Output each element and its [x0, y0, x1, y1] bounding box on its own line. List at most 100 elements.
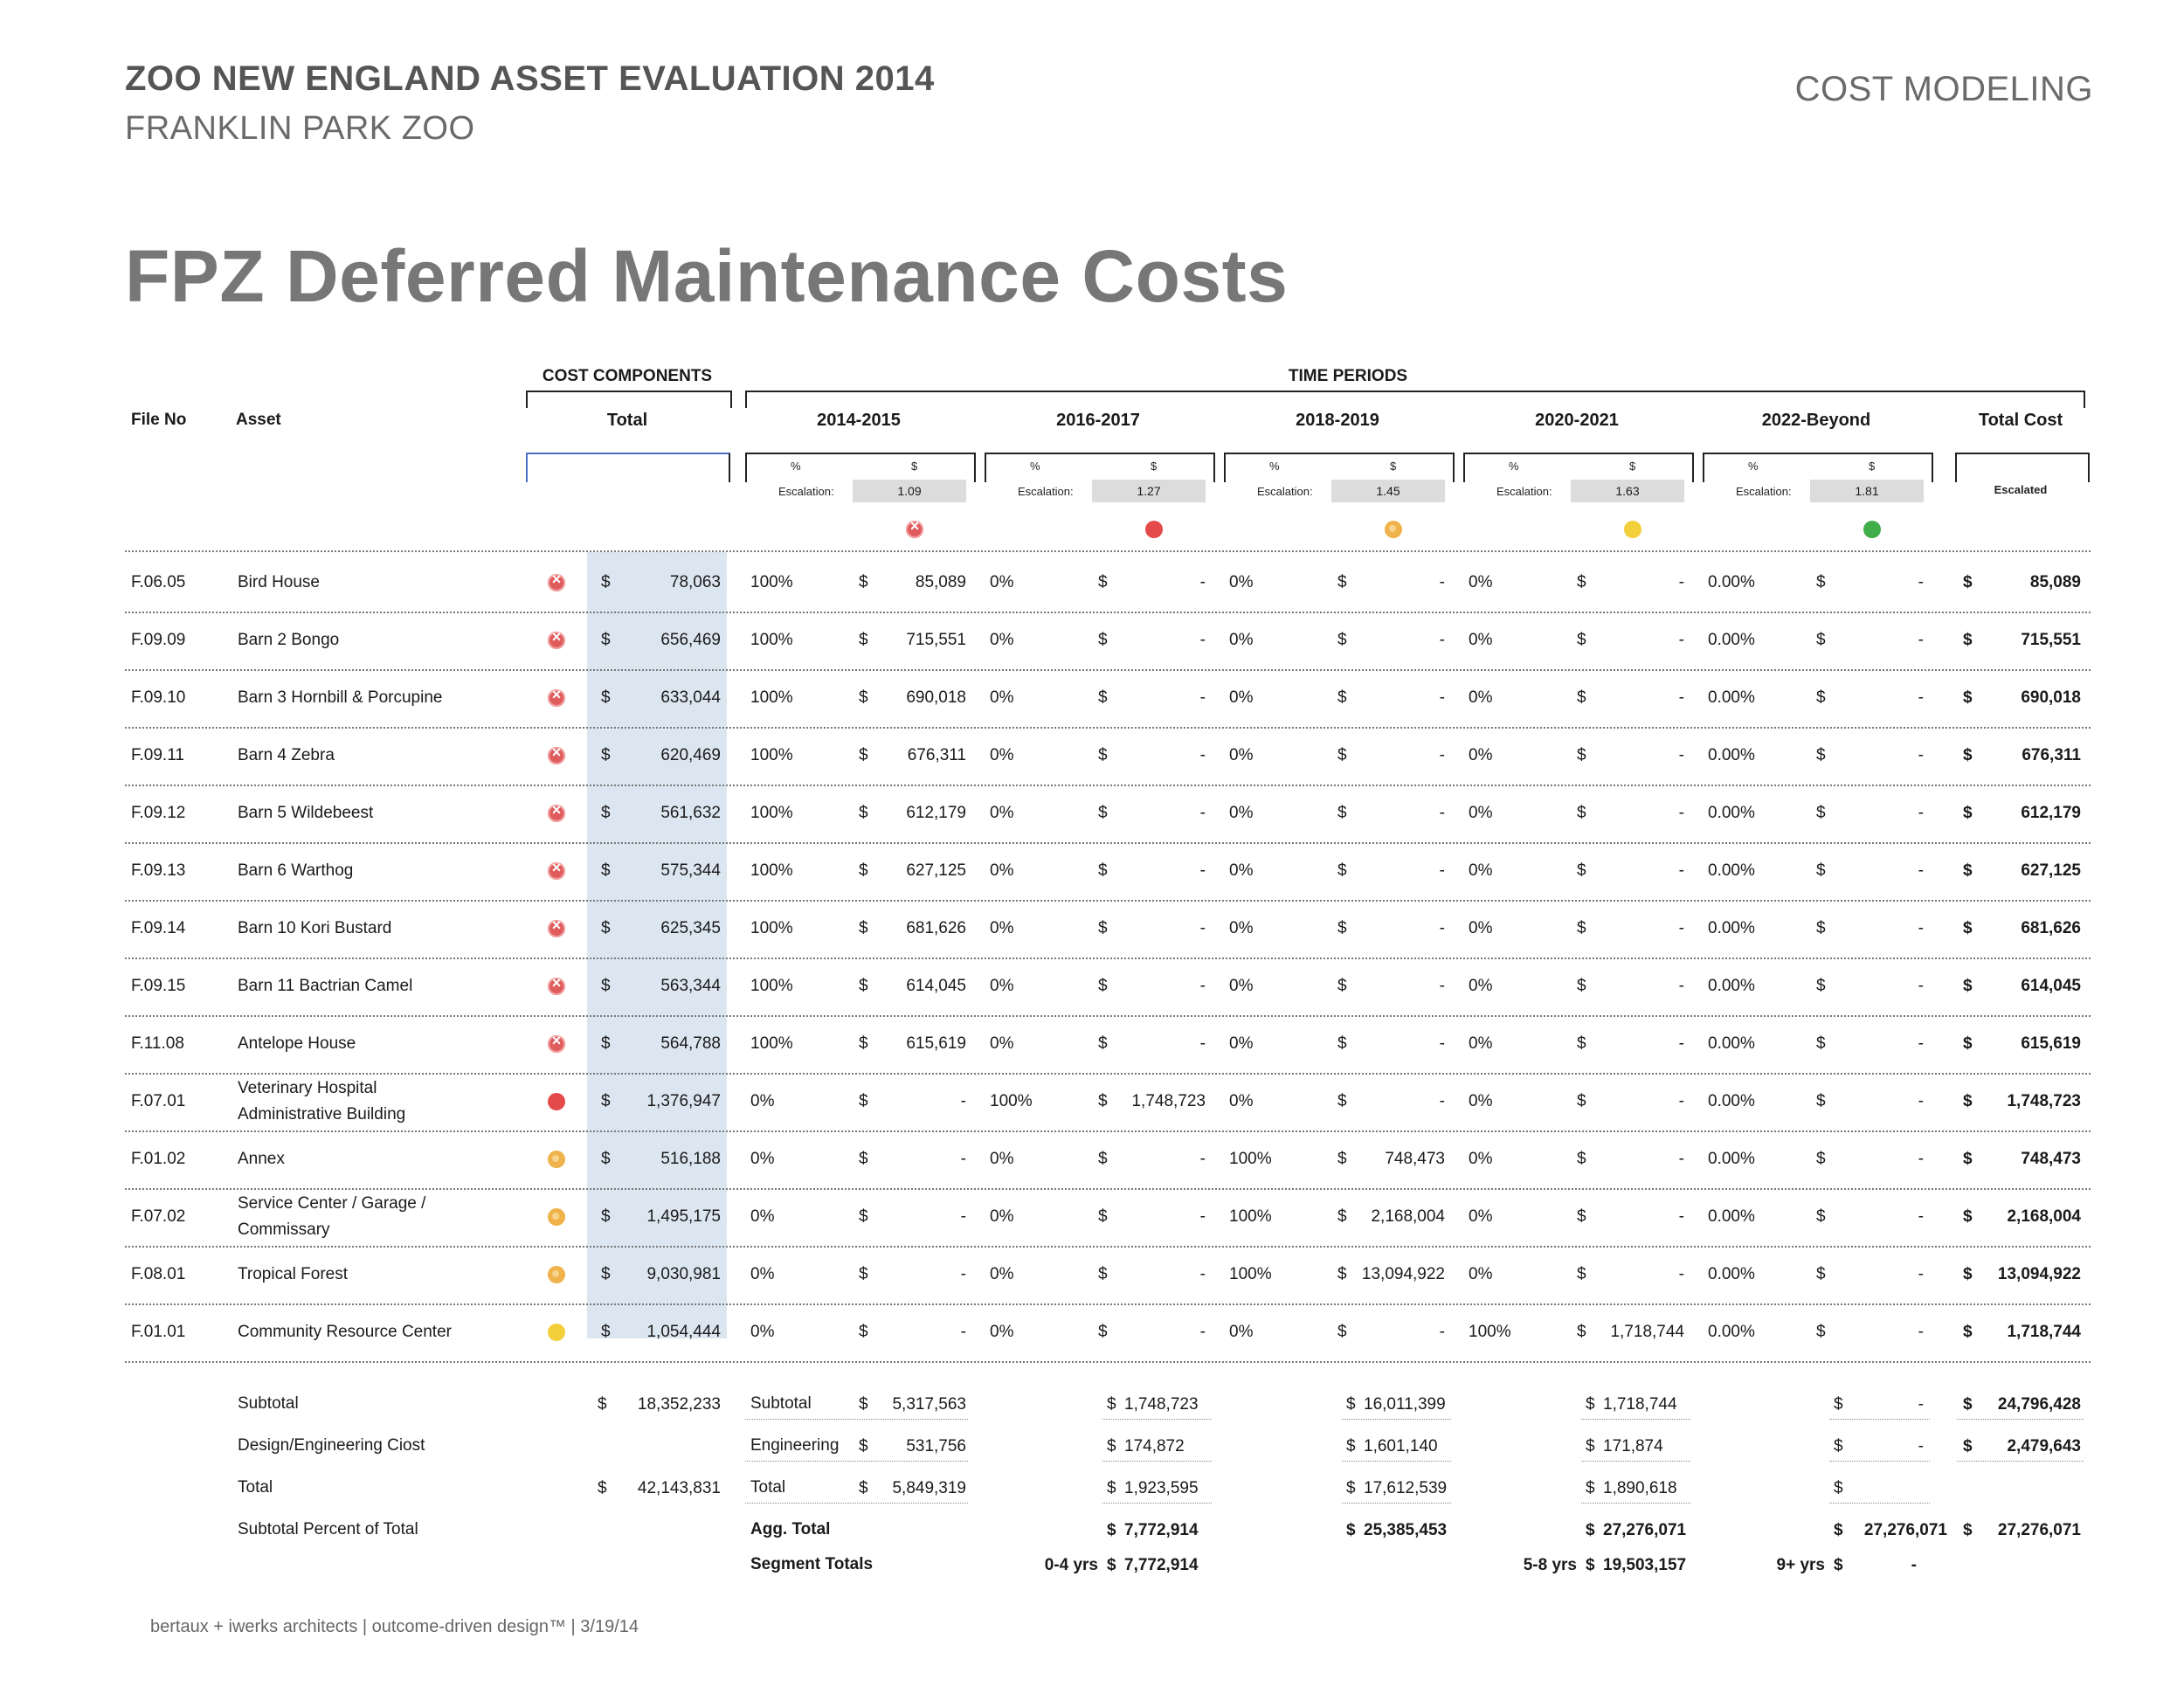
summary-rule	[1342, 1461, 1451, 1462]
period-percent: 0%	[1229, 631, 1254, 649]
file-number: F.07.02	[131, 1207, 186, 1226]
period-header: 2018-2019	[1296, 411, 1379, 430]
escalated-value: 748,473	[2021, 1150, 2081, 1168]
summary-value: 17,612,539	[1364, 1479, 1448, 1497]
dollar-sign: $	[1586, 1395, 1595, 1414]
file-number: F.07.01	[131, 1092, 186, 1110]
dollar-sign: $	[1963, 919, 1973, 937]
escalation-value: 1.27	[1092, 480, 1206, 502]
asset-name: Barn 6 Warthog	[238, 861, 354, 880]
period-percent: 0%	[990, 977, 1014, 995]
dollar-sign: $	[1577, 804, 1586, 822]
period-box	[1703, 453, 1933, 482]
period-percent: 0%	[1229, 746, 1254, 764]
summary-label: Design/Engineering Ciost	[238, 1436, 425, 1455]
dollar-sign: $	[1098, 804, 1108, 822]
bracket-cost-components	[526, 391, 732, 408]
period-amount: 13,094,922	[1361, 1265, 1445, 1283]
period-amount: 85,089	[915, 573, 966, 591]
dollar-sign: $	[601, 688, 611, 707]
row-separator	[125, 958, 2091, 959]
dollar-symbol: $	[1869, 460, 1876, 473]
group-cost-components: COST COMPONENTS	[542, 367, 713, 385]
period-amount: -	[1678, 1034, 1684, 1053]
segment-label: 0-4 yrs	[1044, 1556, 1098, 1574]
segment-label: 9+ yrs	[1776, 1556, 1825, 1574]
status-indicator-icon	[548, 1032, 565, 1053]
period-amount: -	[1199, 1150, 1206, 1168]
period-amount: -	[1439, 631, 1445, 649]
period-percent: 0%	[750, 1323, 775, 1341]
asset-name: Barn 5 Wildebeest	[238, 804, 374, 822]
total-cost-value: 620,469	[660, 746, 721, 764]
period-percent: 0%	[1469, 1092, 1493, 1110]
period-amount: -	[1678, 919, 1684, 937]
period-amount: 2,168,004	[1371, 1207, 1445, 1226]
dollar-sign: $	[1816, 861, 1826, 880]
period-percent: 0%	[990, 631, 1014, 649]
asset-name: Barn 4 Zebra	[238, 746, 335, 764]
dollar-sign: $	[1577, 688, 1586, 707]
escalation-label: Escalation:	[1018, 485, 1074, 498]
period-percent: 0.00%	[1708, 1034, 1755, 1053]
period-amount: -	[1439, 746, 1445, 764]
dollar-sign: $	[1834, 1556, 1843, 1574]
dollar-sign: $	[1963, 1265, 1973, 1283]
dollar-sign: $	[1337, 1150, 1347, 1168]
row-separator	[125, 669, 2091, 671]
row-separator	[125, 1246, 2091, 1248]
period-amount: 627,125	[906, 861, 966, 880]
dollar-sign: $	[859, 631, 868, 649]
period-amount: 676,311	[907, 746, 966, 764]
period-header: 2014-2015	[817, 411, 901, 430]
total-cost-value: 1,376,947	[646, 1092, 721, 1110]
period-amount: -	[1678, 746, 1684, 764]
dollar-sign: $	[1816, 804, 1826, 822]
status-indicator-icon	[548, 1266, 565, 1283]
dollar-sign: $	[1577, 1265, 1586, 1283]
escalation-value: 1.45	[1331, 480, 1445, 502]
dollar-sign: $	[1107, 1479, 1116, 1497]
period-percent: 0%	[990, 804, 1014, 822]
period-amount: -	[1678, 1207, 1684, 1226]
summary-value: 5,849,319	[892, 1479, 966, 1497]
dollar-sign: $	[1963, 1207, 1973, 1226]
period-amount: 612,179	[906, 804, 966, 822]
dollar-sign: $	[1098, 1150, 1108, 1168]
period-amount: -	[1918, 1265, 1924, 1283]
dollar-sign: $	[1577, 977, 1586, 995]
dollar-sign: $	[1577, 573, 1586, 591]
period-percent: 100%	[750, 573, 793, 591]
status-indicator-icon	[548, 628, 565, 649]
period-amount: -	[1678, 861, 1684, 880]
dollar-sign: $	[1098, 1092, 1108, 1110]
period-percent: 0.00%	[1708, 977, 1755, 995]
summary-value: 174,872	[1124, 1437, 1185, 1455]
period-amount: -	[1439, 919, 1445, 937]
asset-name: Barn 10 Kori Bustard	[238, 919, 392, 937]
escalated-summary-value: 2,479,643	[2007, 1437, 2081, 1455]
period-amount: -	[1678, 977, 1684, 995]
summary-label: Total	[750, 1478, 786, 1497]
summary-rule	[745, 1419, 968, 1420]
dollar-sign: $	[859, 1395, 868, 1414]
dollar-sign: $	[1963, 804, 1973, 822]
dollar-sign: $	[1098, 631, 1108, 649]
segment-label: 5-8 yrs	[1523, 1556, 1577, 1574]
dollar-sign: $	[1337, 919, 1347, 937]
dollar-sign: $	[1577, 1207, 1586, 1226]
dollar-sign: $	[601, 1150, 611, 1168]
total-cost-value: 564,788	[660, 1034, 721, 1053]
period-percent: 0%	[1469, 631, 1493, 649]
dollar-sign: $	[1346, 1521, 1356, 1539]
asset-name: Annex	[238, 1150, 285, 1168]
dollar-sign: $	[601, 1034, 611, 1053]
dollar-sign: $	[1337, 688, 1347, 707]
dollar-sign: $	[1816, 1034, 1826, 1053]
period-amount: -	[1439, 573, 1445, 591]
period-box	[985, 453, 1215, 482]
period-percent: 0%	[990, 919, 1014, 937]
escalated-value: 612,179	[2021, 804, 2081, 822]
status-indicator-icon	[1145, 521, 1163, 538]
summary-value: 27,276,071	[1603, 1521, 1687, 1539]
